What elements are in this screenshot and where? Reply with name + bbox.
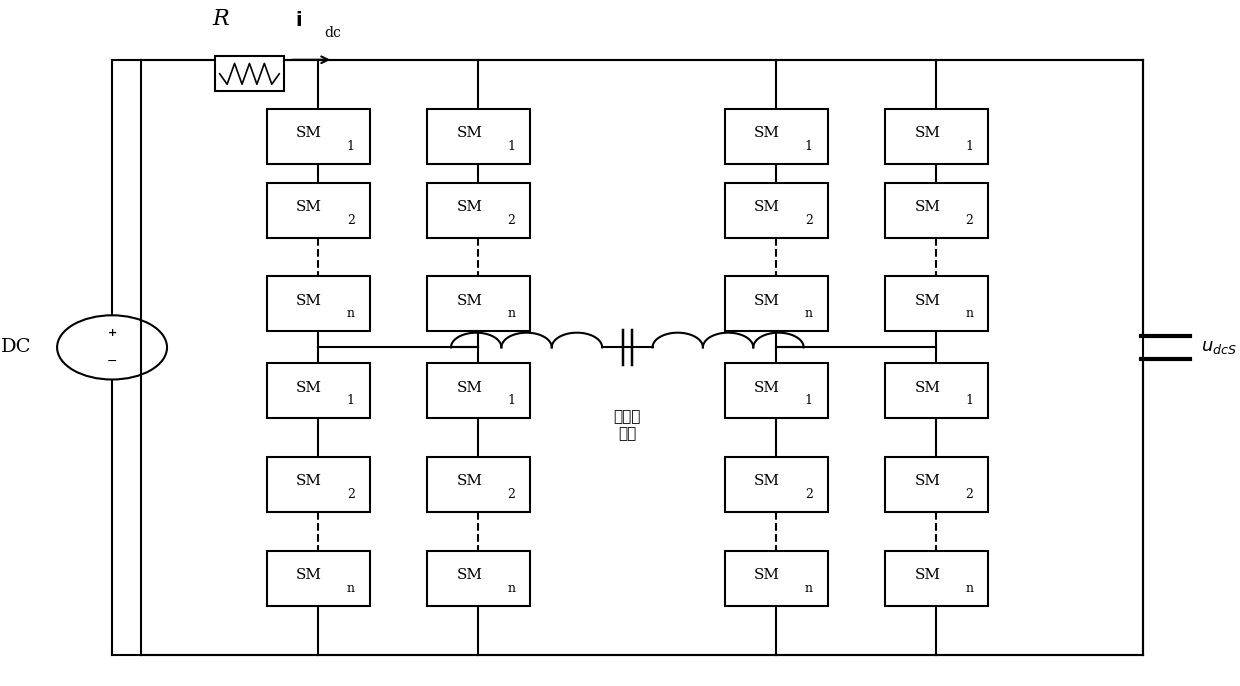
Text: 1: 1 <box>507 394 515 407</box>
Text: SM: SM <box>456 381 482 394</box>
Text: SM: SM <box>754 200 780 214</box>
Text: 2: 2 <box>507 488 515 501</box>
Text: n: n <box>347 307 355 320</box>
Bar <box>267 276 370 331</box>
Text: SM: SM <box>456 200 482 214</box>
Text: 2: 2 <box>965 488 973 501</box>
Bar <box>267 183 370 238</box>
Bar <box>427 183 529 238</box>
Text: 2: 2 <box>965 214 973 227</box>
Text: SM: SM <box>296 474 322 488</box>
Text: SM: SM <box>296 381 322 394</box>
Text: SM: SM <box>914 294 940 307</box>
Text: n: n <box>347 582 355 595</box>
Bar <box>885 551 988 606</box>
Bar <box>724 109 828 164</box>
Text: n: n <box>507 307 515 320</box>
Text: SM: SM <box>456 126 482 141</box>
Text: −: − <box>107 355 118 368</box>
Bar <box>427 457 529 512</box>
Bar <box>724 364 828 418</box>
Text: SM: SM <box>296 126 322 141</box>
Bar <box>267 109 370 164</box>
Bar <box>427 276 529 331</box>
Text: +: + <box>108 328 117 338</box>
Text: 1: 1 <box>805 394 812 407</box>
Text: SM: SM <box>456 474 482 488</box>
Text: SM: SM <box>754 294 780 307</box>
Text: n: n <box>805 307 812 320</box>
Text: 1: 1 <box>965 394 973 407</box>
Bar <box>267 364 370 418</box>
Text: 2: 2 <box>805 488 812 501</box>
Bar <box>885 457 988 512</box>
Bar <box>724 457 828 512</box>
Text: 2: 2 <box>347 214 355 227</box>
Text: SM: SM <box>296 200 322 214</box>
Text: 1: 1 <box>805 140 812 153</box>
Bar <box>885 183 988 238</box>
Bar <box>885 109 988 164</box>
Text: SM: SM <box>754 474 780 488</box>
Text: 高频变
压器: 高频变 压器 <box>614 409 641 441</box>
Bar <box>724 183 828 238</box>
Text: SM: SM <box>296 294 322 307</box>
Text: dc: dc <box>324 25 341 40</box>
Text: SM: SM <box>456 568 482 582</box>
Bar <box>885 276 988 331</box>
Text: n: n <box>507 582 515 595</box>
Bar <box>267 457 370 512</box>
Bar <box>885 364 988 418</box>
Bar <box>267 551 370 606</box>
Text: 2: 2 <box>507 214 515 227</box>
Text: SM: SM <box>754 126 780 141</box>
Bar <box>427 551 529 606</box>
Text: $u_{dcS}$: $u_{dcS}$ <box>1202 338 1238 357</box>
Text: DC: DC <box>1 338 32 357</box>
Text: 1: 1 <box>347 394 355 407</box>
Text: R: R <box>212 8 229 29</box>
Text: $\mathbf{i}$: $\mathbf{i}$ <box>295 11 303 29</box>
Text: 1: 1 <box>965 140 973 153</box>
Bar <box>427 364 529 418</box>
Text: n: n <box>805 582 812 595</box>
Text: 1: 1 <box>507 140 515 153</box>
Text: SM: SM <box>914 568 940 582</box>
Bar <box>724 551 828 606</box>
Text: SM: SM <box>456 294 482 307</box>
Text: SM: SM <box>914 474 940 488</box>
Text: SM: SM <box>754 381 780 394</box>
Bar <box>427 109 529 164</box>
Text: SM: SM <box>914 381 940 394</box>
Text: n: n <box>965 582 973 595</box>
Bar <box>215 56 284 91</box>
Text: SM: SM <box>296 568 322 582</box>
Text: n: n <box>965 307 973 320</box>
Bar <box>724 276 828 331</box>
Text: 1: 1 <box>347 140 355 153</box>
Text: SM: SM <box>914 126 940 141</box>
Text: 2: 2 <box>805 214 812 227</box>
Text: 2: 2 <box>347 488 355 501</box>
Text: SM: SM <box>914 200 940 214</box>
Text: SM: SM <box>754 568 780 582</box>
